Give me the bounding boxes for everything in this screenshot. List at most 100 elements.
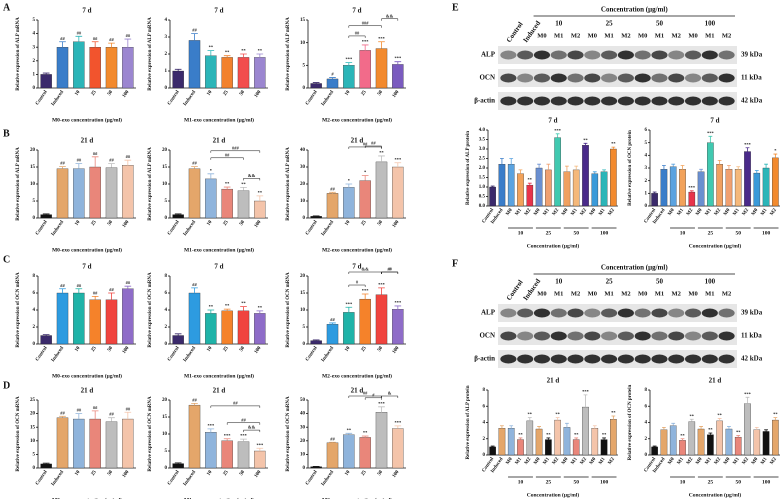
significance-label: **	[518, 432, 523, 437]
y-axis-label: Relative expression of OCN mRNA	[148, 272, 153, 348]
blot-band	[567, 73, 584, 83]
x-tick-label: Control	[35, 89, 49, 106]
error-bar	[91, 410, 99, 420]
x-tick-label: M1	[733, 457, 742, 466]
blot-band	[550, 73, 567, 83]
x-tick-label: Control	[167, 469, 181, 486]
group-label: 100	[762, 479, 771, 485]
x-tick-label: 10	[344, 346, 351, 353]
x-tick-label: 10	[344, 90, 351, 97]
y-tick-label: 4	[33, 308, 36, 313]
y-tick-label: 0	[165, 342, 168, 347]
chart-title: 7 d	[214, 263, 223, 271]
chart-title: 21 d	[213, 137, 226, 145]
significance-label: ##	[109, 158, 114, 163]
blot-band	[718, 73, 735, 83]
x-tick-label: 50	[377, 220, 384, 227]
bar	[697, 428, 705, 456]
x-tick-label: M1	[543, 208, 552, 217]
y-tick-label: 10	[300, 308, 306, 313]
bar	[563, 171, 571, 207]
bar	[610, 148, 617, 207]
bar	[40, 214, 52, 219]
error-bar	[574, 437, 579, 440]
blot-band	[668, 73, 685, 83]
bracket	[348, 35, 366, 38]
bar	[600, 439, 608, 456]
x-tick-label: M2	[770, 208, 779, 217]
x-tick-label: 10	[206, 220, 213, 227]
significance-label: ***	[554, 128, 562, 133]
y-tick-label: 0.0	[479, 204, 486, 209]
x-tick-label: Induced	[321, 220, 335, 237]
error-bar	[736, 166, 741, 170]
x-tick-label: M1	[598, 457, 607, 466]
panel-letter: B	[3, 128, 10, 139]
bracket-label: ##	[233, 400, 238, 405]
chart-title: 21 d	[709, 377, 722, 385]
x-tick-label: M1	[705, 208, 714, 217]
significance-label: **	[736, 430, 741, 435]
y-tick-label: 15	[162, 165, 168, 170]
blot-band	[668, 50, 685, 60]
y-tick-label: 3	[165, 35, 168, 40]
error-bar	[42, 72, 50, 75]
y-tick-label: 1	[165, 69, 168, 74]
y-tick-label: 2	[33, 325, 36, 330]
lane-label: M2	[621, 290, 630, 297]
lane-label: M2	[571, 32, 580, 39]
panel-letter: E	[452, 2, 459, 13]
x-tick-label: M0	[723, 208, 732, 217]
bar	[772, 157, 779, 207]
bar	[205, 313, 217, 345]
bar	[221, 310, 233, 345]
bar	[56, 168, 69, 219]
significance-label: **	[209, 304, 214, 309]
group-label: 25	[708, 230, 714, 236]
significance-label: ##	[93, 36, 98, 41]
blot-strip	[498, 92, 737, 110]
significance-label: ***	[744, 142, 752, 147]
error-bar	[611, 146, 616, 149]
chart-title: 7 d	[82, 7, 91, 15]
blot-band	[617, 308, 634, 318]
y-tick-label: 1	[645, 191, 648, 196]
blot-band	[718, 96, 735, 106]
error-bar	[500, 425, 504, 429]
blot-strip	[498, 46, 737, 64]
bar	[734, 436, 742, 456]
error-bar	[361, 435, 369, 438]
blot-band	[567, 96, 584, 106]
bar	[237, 441, 250, 469]
blot-band	[601, 354, 618, 364]
blot-band	[684, 73, 702, 83]
group-label: 100	[762, 230, 771, 236]
panel-letter: C	[3, 254, 10, 265]
significance-label: ***	[378, 401, 386, 406]
x-tick-label: Induced	[51, 470, 65, 487]
y-tick-label: 0	[645, 204, 648, 209]
bar	[89, 166, 101, 219]
significance-label: ***	[224, 433, 232, 438]
group-label: 25	[708, 479, 714, 485]
x-tick-label: 10	[74, 90, 81, 97]
error-bar	[745, 147, 750, 152]
bracket-label: #	[372, 392, 375, 397]
error-bar	[736, 435, 741, 438]
x-tick-label: 100	[122, 90, 131, 99]
lane-label: M0	[638, 290, 647, 297]
group-label: 50	[735, 230, 741, 236]
row-label: OCN	[479, 74, 495, 82]
row-size: 39 kDa	[741, 51, 763, 59]
y-axis-label: Relative expression of OCN protein	[628, 384, 633, 460]
x-tick-label: 100	[392, 220, 401, 229]
bar	[105, 421, 118, 469]
bracket-label: &	[388, 391, 392, 396]
bar	[326, 193, 339, 219]
significance-label: ##	[192, 161, 197, 166]
error-bar	[256, 195, 264, 201]
blot-band	[651, 73, 668, 83]
x-tick-label: M1	[677, 208, 686, 217]
x-tick-label: 25	[223, 470, 230, 477]
bar	[591, 428, 599, 456]
